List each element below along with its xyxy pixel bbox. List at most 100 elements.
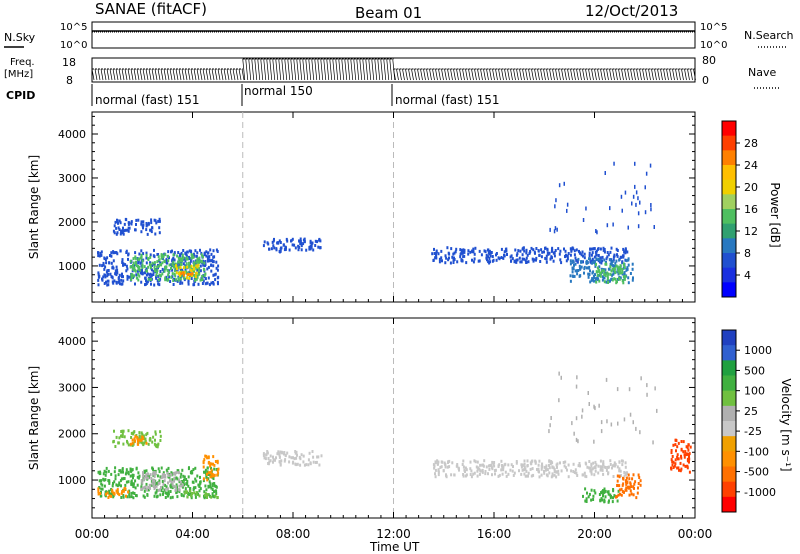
data-cell xyxy=(129,275,132,279)
nave-hatch-mark xyxy=(438,68,441,81)
data-cell xyxy=(298,245,301,249)
data-cell xyxy=(173,251,176,255)
data-cell xyxy=(484,250,487,254)
data-cell xyxy=(210,466,212,470)
nave-hatch-mark xyxy=(486,68,489,81)
data-cell xyxy=(588,251,591,255)
data-cell xyxy=(123,229,126,233)
data-cell xyxy=(291,237,294,241)
data-cell xyxy=(212,264,215,268)
data-cell xyxy=(194,495,197,499)
colorbar-tick-label: 16 xyxy=(744,203,758,216)
data-cell xyxy=(215,266,218,270)
data-cell xyxy=(158,273,161,277)
cpid-segment-2: normal 150 xyxy=(244,84,313,98)
data-cell xyxy=(586,266,588,270)
nave-hatch-mark xyxy=(462,68,465,81)
data-cell xyxy=(607,281,610,284)
data-cell xyxy=(684,464,687,468)
data-cell xyxy=(609,265,612,269)
data-cell xyxy=(554,249,557,252)
nave-hatch-mark xyxy=(444,68,447,81)
data-cell xyxy=(195,491,198,495)
data-cell xyxy=(505,247,508,251)
data-cell xyxy=(132,261,135,265)
colorbar-tick-label: -25 xyxy=(744,425,762,438)
data-cell xyxy=(616,474,619,478)
data-cell xyxy=(672,443,675,447)
data-cell xyxy=(602,492,605,496)
x-tick-label: 08:00 xyxy=(276,527,311,541)
data-cell xyxy=(101,277,103,281)
data-cell xyxy=(589,257,592,261)
data-cell xyxy=(523,249,526,253)
noise-panel-frame xyxy=(91,21,696,49)
data-cell xyxy=(203,261,206,265)
data-cell xyxy=(566,202,569,207)
colorbar-swatch xyxy=(722,481,736,498)
data-cell xyxy=(511,469,514,473)
data-cell xyxy=(187,475,190,479)
data-cell xyxy=(155,221,158,225)
data-cell xyxy=(549,227,551,232)
data-cell xyxy=(601,259,603,263)
data-cell xyxy=(569,247,572,251)
data-cell xyxy=(184,259,187,263)
data-cell xyxy=(639,430,641,435)
data-cell xyxy=(493,461,496,464)
data-cell xyxy=(563,464,566,468)
data-cell xyxy=(628,493,631,497)
data-cell xyxy=(616,265,619,269)
data-cell xyxy=(140,487,143,491)
nave-hatch-mark xyxy=(408,68,411,81)
data-cell xyxy=(519,260,522,264)
data-cell xyxy=(563,247,565,251)
data-cell xyxy=(205,475,208,479)
nave-tick-top: 80 xyxy=(702,54,716,67)
data-cell xyxy=(622,266,625,270)
data-cell xyxy=(116,231,119,235)
data-cell xyxy=(559,461,561,465)
data-cell xyxy=(621,260,624,264)
nave-hatch-mark xyxy=(175,68,179,81)
data-cell xyxy=(210,252,213,256)
nave-hatch-mark xyxy=(383,58,387,81)
data-cell xyxy=(503,463,506,467)
data-cell xyxy=(529,250,532,253)
nave-hatch-mark xyxy=(546,68,549,81)
data-cell xyxy=(621,490,624,493)
data-cell xyxy=(110,494,113,498)
data-cell xyxy=(433,247,435,251)
data-cell xyxy=(147,472,149,476)
data-cell xyxy=(114,445,117,448)
velocity-data-cells xyxy=(97,371,692,504)
data-cell xyxy=(171,275,174,279)
data-cell xyxy=(184,251,187,255)
data-cell xyxy=(106,283,109,287)
nave-hatch-mark xyxy=(347,58,351,81)
data-cell xyxy=(613,464,616,468)
data-cell xyxy=(193,491,196,495)
data-cell xyxy=(621,271,624,274)
data-cell xyxy=(573,431,575,436)
data-cell xyxy=(626,250,629,254)
data-cell xyxy=(145,279,147,283)
data-cell xyxy=(160,254,163,258)
data-cell xyxy=(453,473,456,477)
nave-hatch-mark xyxy=(154,68,158,81)
data-cell xyxy=(171,495,174,499)
data-cell xyxy=(176,488,179,492)
data-cell xyxy=(594,466,597,470)
data-cell xyxy=(154,432,157,436)
freq-unit: [MHz] xyxy=(4,69,33,80)
data-cell xyxy=(482,463,485,467)
nave-hatch-mark xyxy=(582,68,585,81)
data-cell xyxy=(638,476,641,479)
data-cell xyxy=(545,254,548,258)
data-cell xyxy=(156,445,159,449)
nave-hatch-mark xyxy=(269,58,273,81)
data-cell xyxy=(603,465,606,469)
data-cell xyxy=(611,466,613,470)
data-cell xyxy=(112,439,115,443)
data-cell xyxy=(179,480,182,484)
